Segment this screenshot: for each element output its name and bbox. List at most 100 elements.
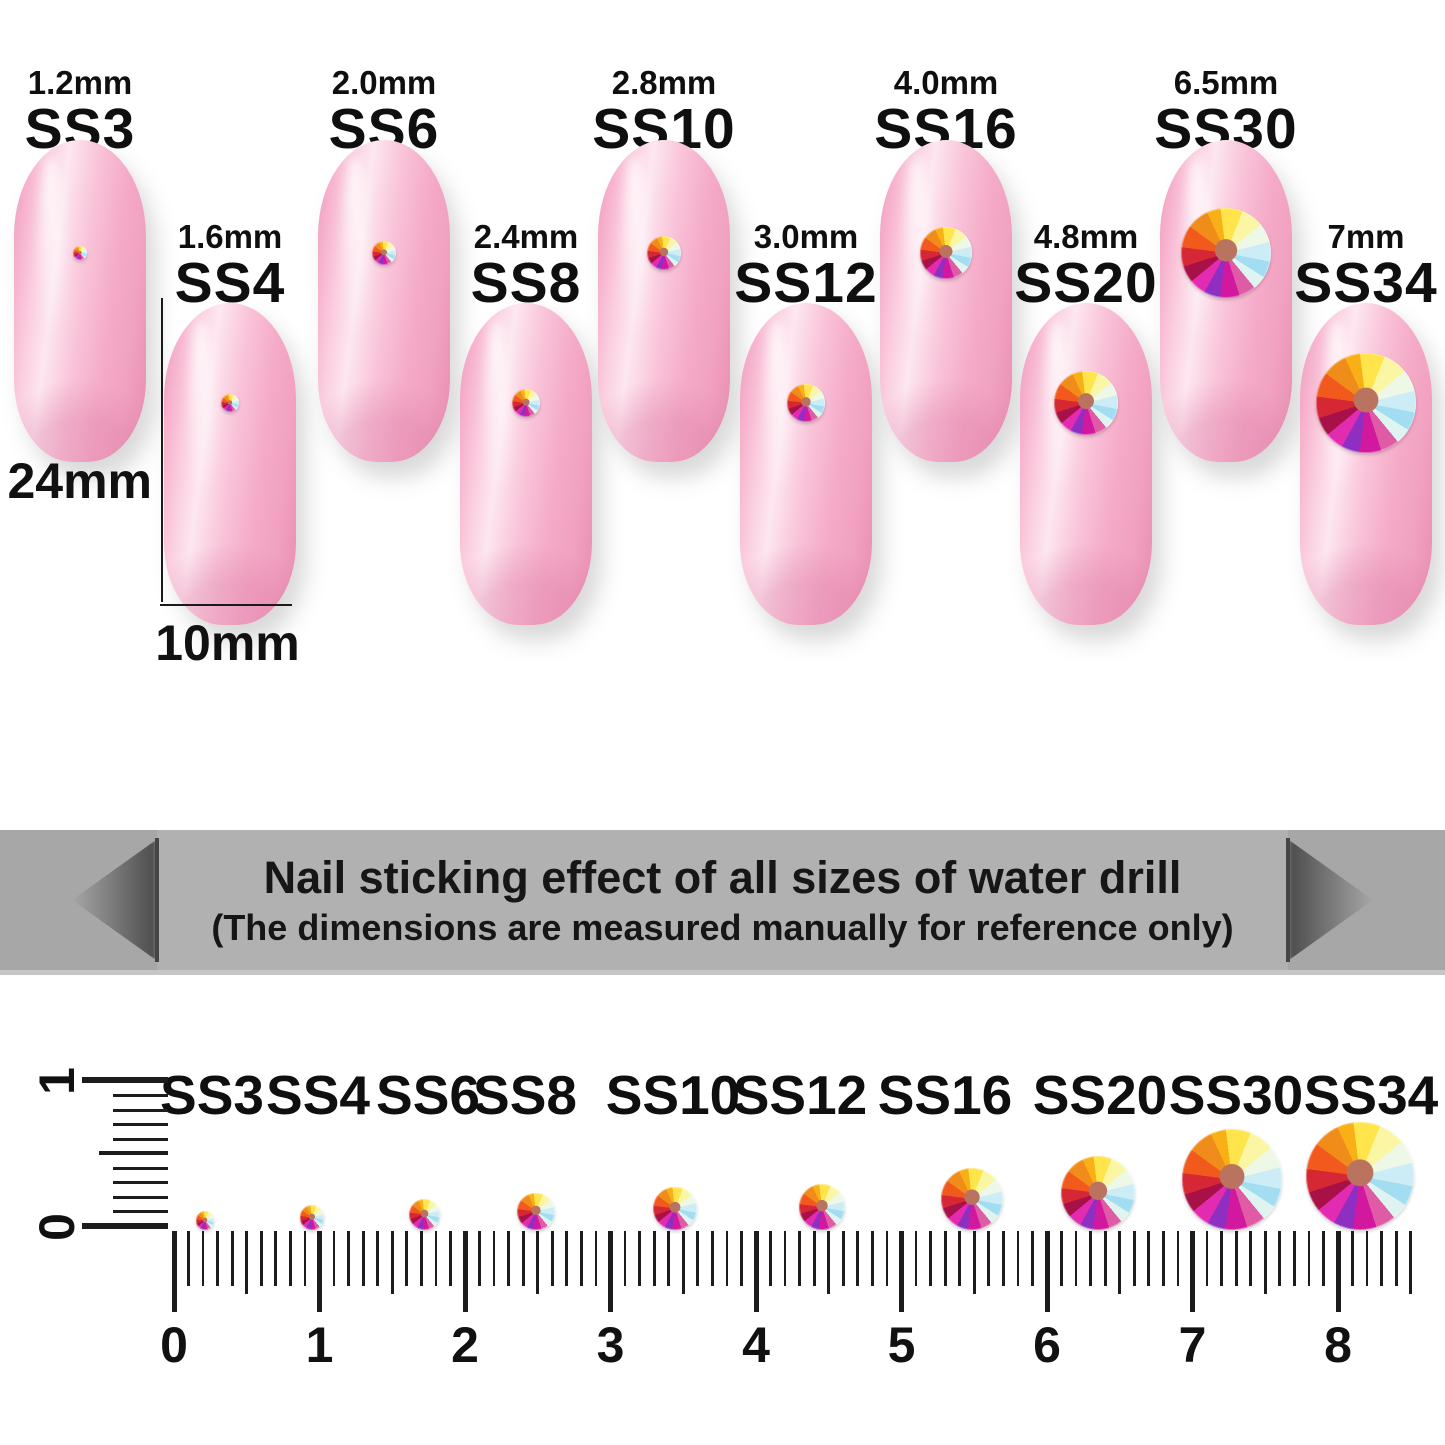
banner-arrow-right-edge (1286, 838, 1290, 962)
ruler-minor-tick (216, 1231, 220, 1286)
vruler-minor-tick (113, 1166, 168, 1170)
ruler-minor-tick (1001, 1231, 1005, 1286)
ruler-major-tick (753, 1231, 759, 1312)
ruler-minor-tick (419, 1231, 423, 1286)
press-on-nail-ss8 (460, 303, 592, 625)
ruler-minor-tick (1278, 1231, 1282, 1286)
vruler-minor-tick (113, 1180, 168, 1184)
ruler-size-label-ss3: SS3 (160, 1064, 264, 1126)
banner: Nail sticking effect of all sizes of wat… (0, 830, 1445, 975)
rhinestone-on-ruler-ss30 (1181, 1129, 1283, 1230)
ruler-minor-tick (1103, 1231, 1107, 1286)
ruler-size-label-ss16: SS16 (877, 1064, 1013, 1126)
banner-arrow-left-edge (155, 838, 159, 962)
ruler-minor-tick (347, 1231, 350, 1286)
ruler-minor-tick (943, 1231, 947, 1286)
ruler-number-4: 4 (742, 1317, 770, 1373)
ruler-minor-tick (1351, 1231, 1354, 1286)
ruler-minor-tick (1307, 1231, 1311, 1286)
ruler-minor-tick (521, 1231, 525, 1286)
ruler-minor-tick (361, 1231, 365, 1286)
size-label-ss10: 2.8mm SS10 (554, 64, 774, 160)
ruler-minor-tick (478, 1231, 481, 1286)
ruler-minor-tick (1132, 1231, 1136, 1286)
ruler-minor-tick (434, 1231, 438, 1286)
size-mm-text: 4.8mm (1033, 218, 1139, 255)
vruler-minor-tick (113, 1137, 168, 1141)
size-mm-text: 3.0mm (753, 218, 859, 255)
ruler-size-label-ss30: SS30 (1168, 1064, 1304, 1126)
ruler-minor-tick (230, 1231, 234, 1286)
rhinestone-on-nail-ss3 (73, 246, 87, 260)
ruler-minor-tick (885, 1231, 889, 1286)
ruler-half-tick (827, 1231, 831, 1294)
size-label-ss12: 3.0mm SS12 (696, 218, 916, 314)
size-label-ss34: 7mm SS34 (1256, 219, 1445, 314)
ruler-minor-tick (871, 1231, 874, 1286)
rhinestone-on-ruler-ss20 (1060, 1155, 1136, 1230)
ruler-minor-tick (769, 1231, 772, 1286)
rhinestone-on-ruler-ss3 (195, 1211, 215, 1230)
vruler-minor-tick (113, 1209, 168, 1213)
ruler-half-tick (1263, 1231, 1267, 1294)
ruler-minor-tick (201, 1231, 205, 1286)
ruler-number-2: 2 (451, 1317, 479, 1373)
ruler-minor-tick (958, 1231, 962, 1286)
vruler-minor-tick (113, 1093, 168, 1097)
ruler-minor-tick (289, 1231, 292, 1286)
ruler-minor-tick (725, 1231, 729, 1286)
ruler-minor-tick (449, 1231, 452, 1286)
banner-arrow-left-icon (72, 840, 156, 960)
banner-text: Nail sticking effect of all sizes of wat… (157, 830, 1288, 970)
press-on-nail-ss30 (1160, 140, 1292, 462)
ruler-major-tick (1335, 1231, 1341, 1312)
ruler-minor-tick (812, 1231, 816, 1286)
ruler-minor-tick (623, 1231, 627, 1286)
press-on-nail-ss34 (1300, 303, 1432, 625)
rhinestone-on-nail-ss16 (920, 227, 972, 279)
ruler-number-5: 5 (887, 1317, 916, 1373)
ruler-size-label-ss12: SS12 (732, 1064, 868, 1126)
vruler-number-1: 1 (29, 1067, 85, 1095)
ruler-minor-tick (550, 1231, 554, 1286)
ruler-major-tick (462, 1231, 468, 1312)
ruler-minor-tick (740, 1231, 743, 1286)
ruler-half-tick (972, 1231, 976, 1294)
ruler-minor-tick (259, 1231, 263, 1286)
ruler-minor-tick (492, 1231, 496, 1286)
ruler-major-tick (899, 1231, 904, 1312)
rhinestone-on-nail-ss4 (220, 393, 240, 413)
banner-arrow-right-icon (1289, 840, 1373, 960)
rhinestone-on-nail-ss6 (372, 241, 396, 265)
size-mm-text: 2.8mm (611, 64, 717, 101)
nail-height-label: 24mm (7, 453, 152, 509)
ruler-minor-tick (187, 1231, 190, 1286)
ruler-minor-tick (652, 1231, 656, 1286)
size-mm-text: 1.2mm (27, 64, 133, 101)
banner-panel (157, 830, 1288, 970)
ruler-size-label-ss10: SS10 (605, 1064, 741, 1126)
rhinestone-on-ruler-ss12 (798, 1183, 846, 1230)
ruler-minor-tick (1176, 1231, 1180, 1286)
ruler-minor-tick (1394, 1231, 1398, 1286)
ruler-minor-tick (594, 1231, 598, 1286)
ruler-minor-tick (1205, 1231, 1209, 1286)
size-label-ss4: 1.6mm SS4 (120, 219, 340, 314)
width-measure-line (160, 604, 292, 606)
rhinestone-on-nail-ss10 (646, 235, 682, 271)
ruler-minor-tick (1234, 1231, 1238, 1286)
ruler-number-7: 7 (1178, 1317, 1207, 1373)
size-label-ss3: 1.2mm SS3 (0, 64, 190, 160)
press-on-nail-ss20 (1020, 303, 1152, 625)
ruler-size-label-ss8: SS8 (473, 1064, 577, 1126)
ruler-minor-tick (405, 1231, 409, 1286)
ruler-minor-tick (580, 1231, 583, 1286)
rhinestone-on-nail-ss20 (1054, 371, 1118, 435)
ruler-minor-tick (1365, 1231, 1369, 1286)
ruler-size-label-ss4: SS4 (266, 1064, 370, 1126)
ruler-minor-tick (1089, 1231, 1093, 1286)
ruler-minor-tick (303, 1231, 307, 1286)
vruler-minor-tick (113, 1108, 168, 1112)
ruler-minor-tick (1380, 1231, 1384, 1286)
